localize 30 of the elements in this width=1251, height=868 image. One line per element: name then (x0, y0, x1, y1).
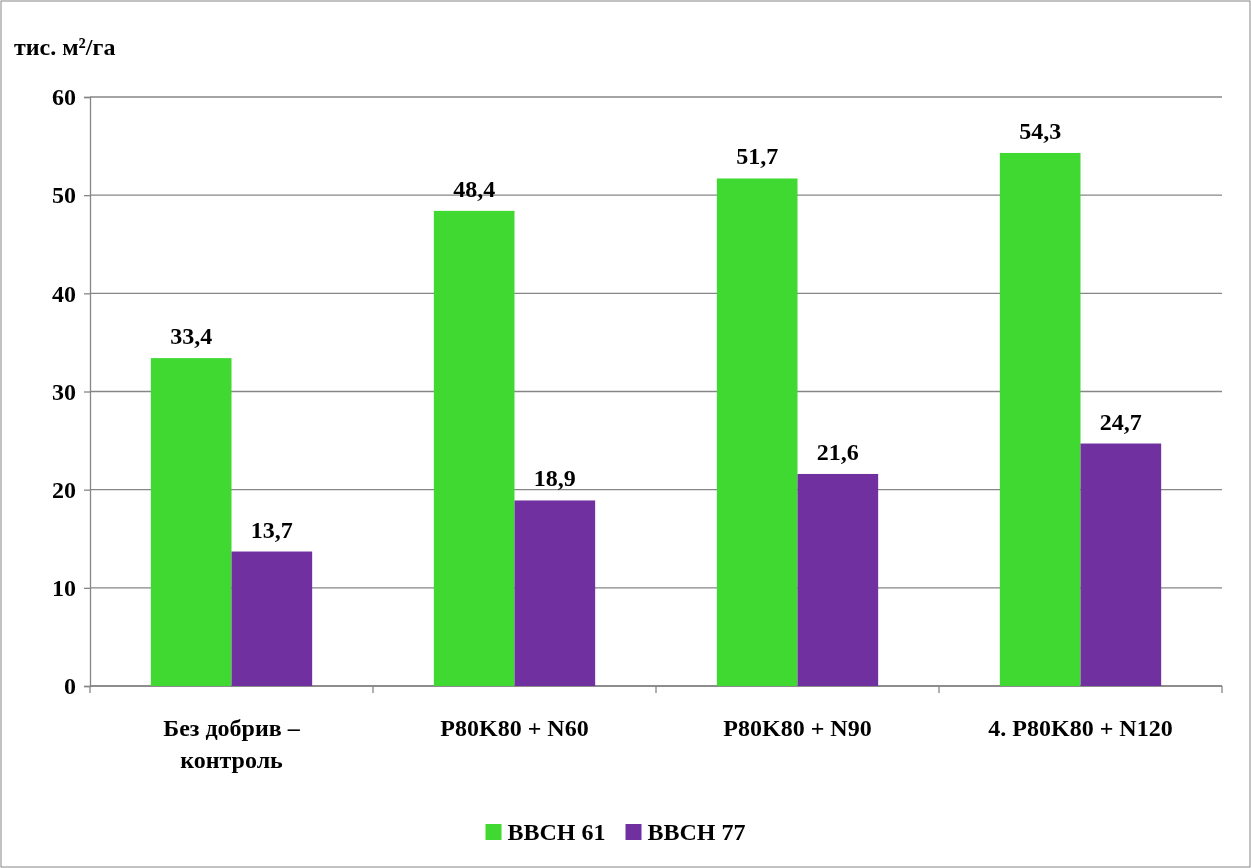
data-label: 33,4 (170, 323, 213, 350)
y-tick-label: 0 (64, 673, 76, 700)
bar (231, 551, 313, 686)
x-tick-label: Без добрив – контроль (163, 715, 301, 773)
legend-label: BBCH 77 (647, 819, 746, 845)
y-tick-label: 40 (52, 280, 76, 307)
data-label: 54,3 (1019, 117, 1062, 144)
bar (433, 210, 515, 686)
data-label: 48,4 (453, 175, 496, 202)
bar (1080, 443, 1162, 686)
x-tick-label: P80K80 + N60 (440, 715, 589, 741)
bar (716, 178, 798, 686)
y-axis-title: тис. м²/га (14, 34, 116, 60)
y-tick-label: 10 (52, 575, 76, 602)
data-label: 24,7 (1099, 408, 1142, 435)
y-tick-label: 60 (52, 84, 76, 111)
bar (150, 358, 232, 686)
y-tick-label: 30 (52, 378, 76, 405)
x-tick-label: 4. P80K80 + N120 (988, 715, 1173, 741)
bar (514, 500, 596, 686)
data-label: 13,7 (250, 516, 293, 543)
bar (797, 473, 879, 686)
y-tick-label: 50 (52, 182, 76, 209)
bar (999, 152, 1081, 686)
data-label: 21,6 (816, 438, 859, 465)
data-label: 51,7 (736, 143, 779, 170)
x-tick-label: P80K80 + N90 (723, 715, 872, 741)
data-label: 18,9 (533, 465, 576, 492)
y-tick-label: 20 (52, 476, 76, 503)
legend-label: BBCH 61 (507, 819, 606, 845)
